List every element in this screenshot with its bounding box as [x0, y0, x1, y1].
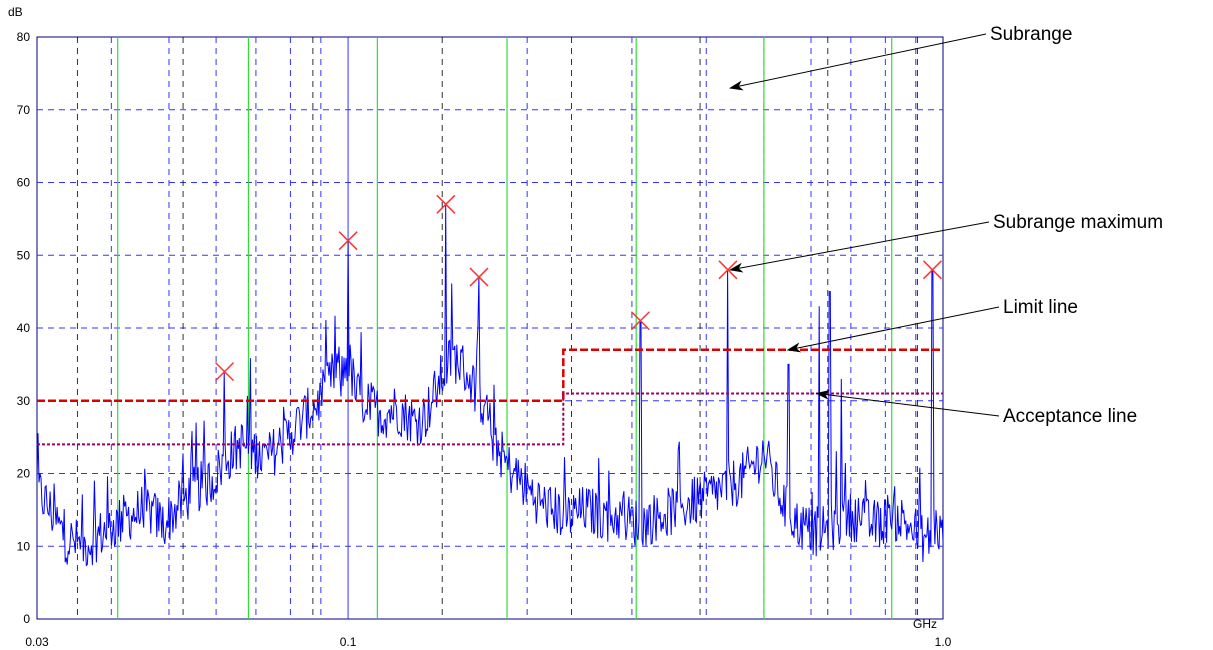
annotation-arrow: [728, 33, 987, 91]
y-tick-label: 0: [23, 612, 30, 626]
subrange-maximum-marker: [630, 311, 650, 331]
y-tick-label: 40: [17, 321, 31, 335]
subrange-maximum-marker: [436, 194, 456, 214]
annotation-text: Acceptance line: [1003, 406, 1137, 427]
x-unit-label: GHz: [913, 617, 937, 631]
annotation-arrow: [728, 221, 990, 273]
y-tick-label: 10: [17, 539, 31, 553]
subrange-maximum-markers: [215, 194, 942, 382]
x-tick-label: 1.0: [935, 635, 952, 649]
spectrum-trace: [37, 204, 943, 567]
subrange-maximum-marker: [215, 362, 235, 382]
axis-ticks: 0 10 20 30 40 50 60 70 80 0.03 0.1 1.0: [17, 30, 952, 649]
y-tick-label: 50: [17, 248, 31, 262]
y-tick-label: 70: [17, 103, 31, 117]
y-tick-label: 30: [17, 394, 31, 408]
subrange-maximum-marker: [469, 267, 489, 287]
annotation-arrow: [815, 389, 1000, 417]
annotation-text: Subrange: [990, 24, 1072, 45]
annotation-arrow: [786, 306, 1000, 353]
x-tick-label: 0.03: [25, 635, 49, 649]
limit-acceptance-lines: [37, 348, 943, 446]
acceptance-line: [37, 392, 943, 446]
x-tick-label: 0.1: [340, 635, 357, 649]
subrange-maximum-marker: [922, 260, 942, 280]
spectrum-line: [37, 204, 943, 567]
y-tick-label: 60: [17, 176, 31, 190]
y-tick-label: 20: [17, 467, 31, 481]
limit-line: [37, 348, 943, 403]
annotation-text: Subrange maximum: [993, 212, 1163, 233]
subrange-maximum-marker: [338, 231, 358, 251]
annotations: Subrange Subrange maximum Limit line Accept…: [728, 24, 1163, 427]
annotation-text: Limit line: [1003, 297, 1078, 318]
y-unit-label: dB: [8, 5, 23, 19]
y-tick-label: 80: [17, 30, 31, 44]
